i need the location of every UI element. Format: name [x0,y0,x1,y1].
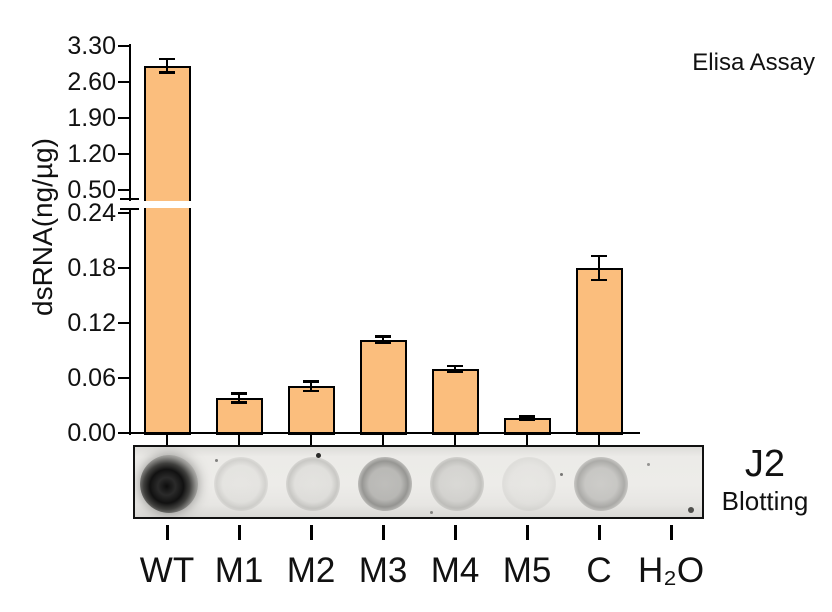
blot-artifact [647,463,650,466]
blot-dot-M5 [502,457,556,511]
error-bar-cap-top-WT [159,57,175,61]
blot-tick-M2 [309,525,313,540]
category-label-WT: WT [139,551,195,590]
category-label-M3: M3 [358,551,408,590]
y-tick-label: 0.24 [67,199,116,227]
error-bar-cap-top-M1 [231,392,247,395]
error-bar-WT [165,58,169,73]
axis-break [131,200,641,208]
chart-title: Elisa Assay [692,49,815,76]
error-bar-cap-bottom-M5 [519,418,535,422]
blot-dot-M4 [430,457,484,511]
y-tick-label: 0.12 [67,309,116,337]
error-bar-cap-bottom-M3 [375,340,391,344]
y-tick-label: 0.00 [67,419,116,447]
blot-tick-M4 [453,525,457,540]
y-axis-tick [118,188,129,192]
axis-break-cap-upper [120,198,139,201]
blot-tick-C [597,525,601,540]
x-axis-tick-WT [165,434,169,446]
bar-M2 [287,386,335,435]
y-axis-tick [118,431,129,435]
error-bar-cap-bottom-M1 [231,401,247,405]
blot-tick-M3 [381,525,385,540]
error-bar-M3 [381,336,385,343]
category-label-H₂O: H₂O [637,551,705,590]
bar-M4 [431,368,479,435]
blot-artifact [430,511,433,514]
blot-label: J2 Blotting [706,442,824,516]
error-bar-M5 [525,416,529,421]
error-bar-cap-top-M5 [519,415,535,418]
y-axis-tick [118,152,129,156]
blot-dot-WT [140,455,198,513]
blot-tick-WT [165,525,169,540]
blot-artifact [688,507,694,513]
y-axis-upper [128,44,132,201]
bar-C [575,268,623,435]
category-label-M2: M2 [286,551,336,590]
y-axis-tick [118,44,129,48]
blot-subtitle: Blotting [721,486,809,516]
x-axis-tick-C [597,434,601,446]
y-tick-label: 3.30 [67,32,116,60]
error-bar-cap-top-C [591,254,607,258]
blot-dot-M2 [286,457,340,511]
error-bar-M2 [309,381,313,391]
bar-WT [143,65,191,435]
y-axis-tick [118,116,129,120]
x-axis-tick-M3 [381,434,385,446]
category-label-M5: M5 [502,551,552,590]
y-tick-label: 0.06 [67,364,116,392]
category-label-C: C [586,551,612,590]
x-axis-tick-M4 [453,434,457,446]
blot-artifact [316,453,321,458]
blot-artifact [560,473,563,476]
error-bar-cap-bottom-M2 [303,389,319,393]
y-tick-label: 1.90 [67,104,116,132]
bar-M3 [359,339,407,435]
error-bar-cap-bottom-M4 [447,370,463,373]
j2-blot-image [133,445,704,519]
error-bar-M1 [237,393,241,403]
error-bar-cap-bottom-C [591,278,607,282]
blot-dot-M3 [358,457,412,511]
y-tick-label: 0.50 [67,176,116,204]
blot-tick-M1 [237,525,241,540]
y-axis-tick [118,376,129,380]
blot-artifact [215,459,218,462]
error-bar-cap-top-M2 [303,380,319,383]
y-tick-label: 2.60 [67,68,116,96]
error-bar-cap-top-M3 [375,335,391,339]
error-bar-cap-bottom-WT [159,70,175,74]
blot-tick-M5 [525,525,529,540]
y-axis-tick [118,80,129,84]
x-axis-tick-M2 [309,434,313,446]
y-tick-label: 0.18 [67,254,116,282]
x-axis-tick-M1 [237,434,241,446]
error-bar-C [597,256,601,280]
y-axis-tick [118,211,129,215]
y-axis-tick [118,266,129,270]
error-bar-M4 [453,366,457,372]
y-axis-lower [128,207,132,435]
x-axis [128,431,640,435]
blot-tick-H₂O [669,525,673,540]
error-bar-cap-top-M4 [447,364,463,368]
blot-dot-H₂O [646,457,700,511]
category-label-M1: M1 [214,551,264,590]
y-tick-label: 1.20 [67,140,116,168]
axis-break-cap-lower [120,207,139,210]
blot-dot-C [574,457,628,511]
blot-dot-M1 [214,457,268,511]
y-axis-tick [118,321,129,325]
x-axis-tick-M5 [525,434,529,446]
blot-title: J2 [744,443,786,485]
category-label-M4: M4 [430,551,480,590]
